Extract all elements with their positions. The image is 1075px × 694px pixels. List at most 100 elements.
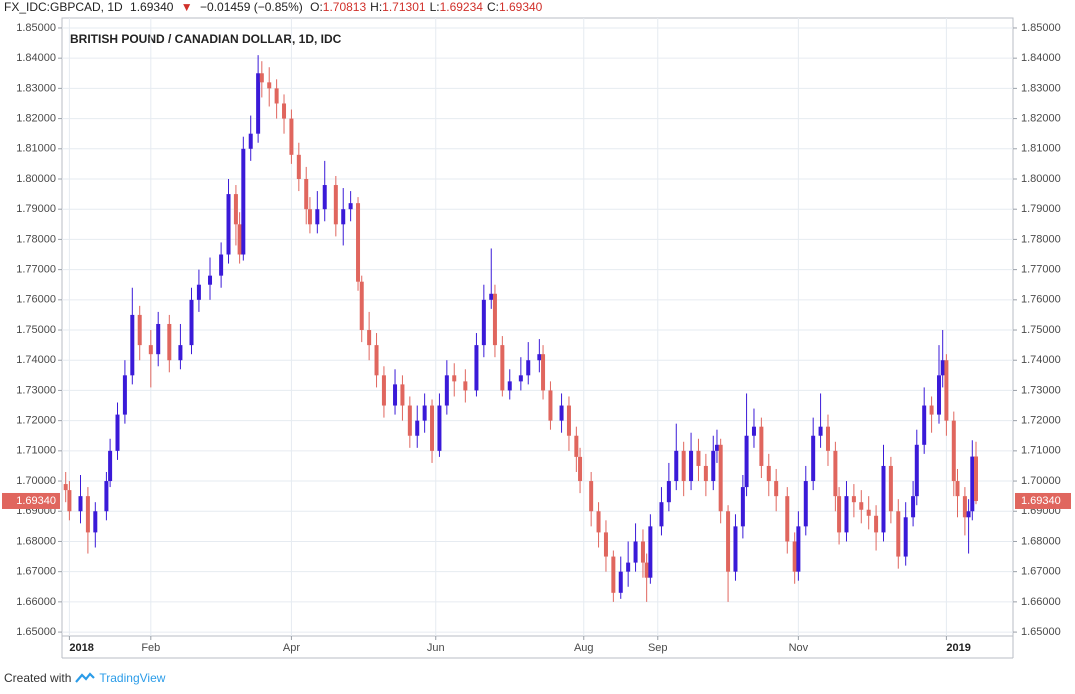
candle-body — [733, 526, 738, 572]
candle-body — [874, 515, 879, 533]
candle-body — [922, 405, 927, 445]
logo — [75, 672, 96, 683]
candle-body — [966, 511, 971, 518]
last-price-label: 1.69340 — [16, 495, 56, 507]
y-tick-label: 1.71000 — [16, 445, 56, 457]
x-tick-label: Jun — [427, 642, 445, 654]
candle-body — [833, 450, 838, 497]
candle-body — [167, 323, 172, 361]
candle-body — [315, 209, 320, 225]
ohlc-value: 1.70813 — [322, 0, 367, 14]
candle-body — [367, 330, 372, 346]
candle-body — [626, 562, 631, 572]
candle-body — [818, 426, 823, 436]
candle-body — [881, 465, 886, 533]
y-tick-label: 1.79000 — [1021, 203, 1061, 215]
candle-body — [666, 481, 671, 503]
ohlc-value: 1.71301 — [382, 0, 426, 14]
footer: Created with TradingView — [4, 671, 165, 685]
candle-body — [696, 450, 701, 466]
x-tick-label: Feb — [141, 642, 160, 654]
candle-body — [282, 103, 287, 119]
candle-body — [437, 405, 442, 451]
change: −0.01459 (−0.85%) — [200, 0, 303, 14]
candle-body — [718, 444, 723, 512]
ohlc-label: L: — [429, 0, 440, 14]
candle-body — [851, 496, 856, 503]
ohlc: O:1.70813 H:1.71301 L:1.69234 C:1.69340 — [310, 0, 546, 14]
x-tick-label: Sep — [648, 642, 668, 654]
candle-body — [348, 203, 353, 210]
candle-body — [241, 148, 246, 255]
candle-body — [274, 88, 279, 104]
y-tick-label: 1.74000 — [16, 354, 56, 366]
y-tick-label: 1.66000 — [1021, 596, 1061, 608]
y-tick-label: 1.77000 — [1021, 264, 1061, 276]
candle-body — [940, 360, 945, 376]
footer-prefix: Created with — [4, 671, 72, 685]
candle-body — [803, 481, 808, 527]
candle-body — [859, 502, 864, 510]
candle-body — [962, 496, 967, 518]
candle-body — [703, 465, 708, 482]
candle-body — [415, 420, 420, 436]
candle-body — [611, 556, 616, 593]
candle-body — [189, 299, 194, 346]
y-tick-label: 1.66000 — [16, 596, 56, 608]
y-tick-label: 1.73000 — [1021, 384, 1061, 396]
candle-body — [422, 405, 427, 421]
y-tick-label: 1.83000 — [16, 82, 56, 94]
candle-body — [955, 481, 960, 497]
y-tick-label: 1.78000 — [1021, 233, 1061, 245]
y-tick-label: 1.71000 — [1021, 445, 1061, 457]
candle-body — [63, 484, 68, 491]
y-tick-label: 1.72000 — [1021, 415, 1061, 427]
candle-body — [474, 345, 479, 391]
candle-body — [648, 526, 653, 578]
candle-body — [659, 502, 664, 527]
last-price-label: 1.69340 — [1021, 495, 1061, 507]
candle-body — [259, 73, 264, 83]
candle-body — [248, 133, 253, 149]
candle-body — [393, 384, 398, 406]
header: FX_IDC:GBPCAD, 1D 1.69340 ▼ −0.01459 (−0… — [4, 0, 550, 16]
candle-body — [792, 541, 797, 572]
candle-body — [452, 375, 457, 382]
candle-body — [681, 450, 686, 482]
candle-body — [93, 511, 98, 533]
candle-body — [267, 82, 272, 89]
y-tick-label: 1.79000 — [16, 203, 56, 215]
candle-body — [430, 405, 435, 451]
candle-body — [566, 405, 571, 436]
candle-body — [137, 314, 142, 346]
ohlc-label: O: — [310, 0, 323, 14]
candle-body — [537, 354, 542, 361]
y-tick-label: 1.82000 — [1021, 112, 1061, 124]
candle-body — [526, 360, 531, 376]
candle-body — [689, 450, 694, 482]
candle-body — [130, 314, 135, 376]
y-tick-label: 1.83000 — [1021, 82, 1061, 94]
candle-body — [304, 178, 309, 210]
candle-body — [714, 444, 719, 451]
last-price-box — [1015, 492, 1071, 509]
plot-frame — [61, 17, 1014, 637]
candle-body — [322, 185, 327, 210]
candle-body — [825, 426, 830, 451]
y-tick-label: 1.80000 — [1021, 173, 1061, 185]
candle-body — [489, 293, 494, 300]
candle-body — [711, 450, 716, 482]
candle-body — [359, 281, 364, 331]
candle-body — [618, 571, 623, 593]
y-tick-label: 1.68000 — [1021, 535, 1061, 547]
candle-body — [307, 209, 312, 225]
candle-body — [481, 299, 486, 346]
candle-body — [463, 381, 468, 391]
candle-body — [507, 381, 512, 391]
y-tick-label: 1.75000 — [1021, 324, 1061, 336]
ohlc-value: 1.69234 — [439, 0, 483, 14]
candle-body — [589, 481, 594, 512]
candle-body — [785, 496, 790, 542]
candle-body — [726, 511, 731, 572]
candle-body — [866, 509, 871, 516]
